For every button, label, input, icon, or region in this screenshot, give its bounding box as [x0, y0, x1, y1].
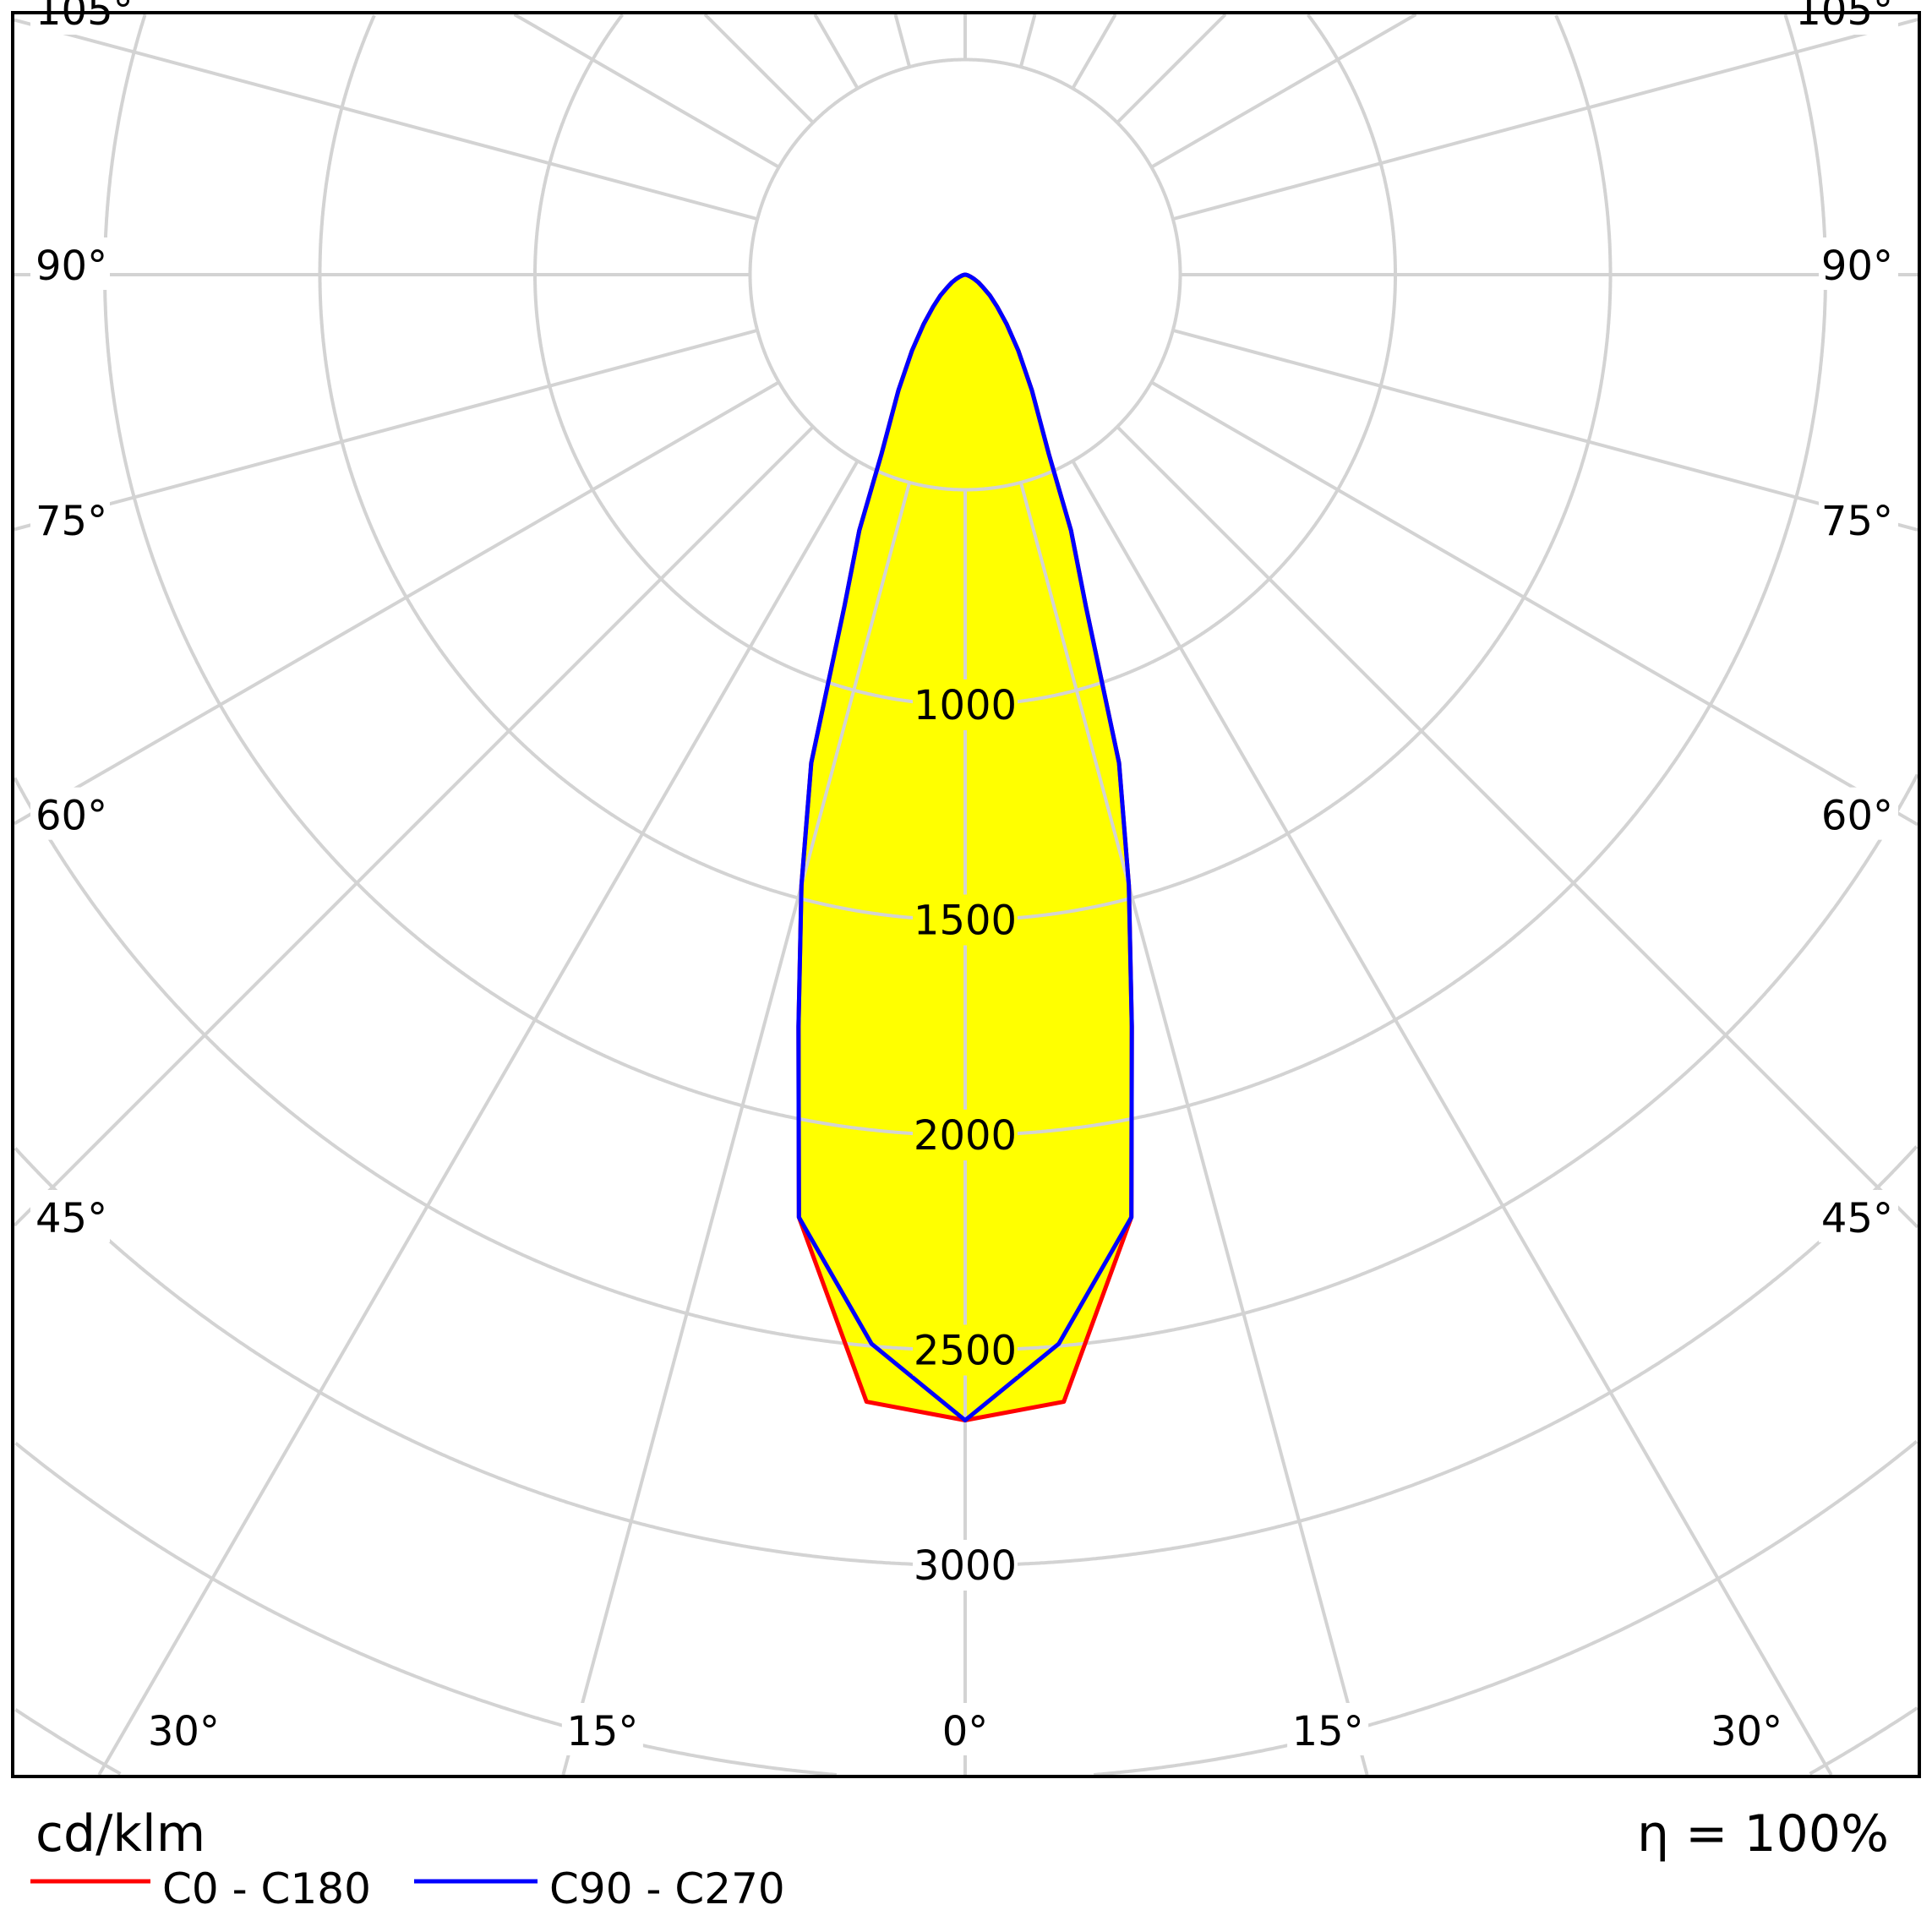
angle-label-bg [143, 1703, 225, 1755]
radial-label-bg [913, 1324, 1018, 1376]
plot-frame [11, 11, 1921, 1778]
angle-label-bottom--15: 15° [566, 1708, 638, 1755]
angle-label-bg [30, 0, 134, 35]
angle-label-bg [1819, 1190, 1898, 1242]
angle-label-bottom-0: 0° [942, 1708, 989, 1755]
grid-radial-165 [1018, 14, 1037, 68]
grid-radial-120 [1150, 13, 1417, 169]
grid-radial-195 [893, 14, 912, 68]
angle-label-bg [1819, 492, 1898, 545]
angle-label-right-75: 75° [1821, 498, 1893, 545]
radial-tick-label-2500: 2500 [914, 1328, 1017, 1375]
grid-radial-300 [14, 380, 780, 826]
legend-label-c0-c180: C0 - C180 [162, 1864, 371, 1913]
grid-ring-4000 [14, 1706, 1918, 1776]
grid-radial-210 [813, 14, 860, 90]
angle-label-bg [1287, 1703, 1369, 1755]
angle-label-left-90: 90° [35, 243, 107, 290]
grid-ring-1000 [533, 13, 1397, 707]
grid-ring-3000 [14, 1145, 1918, 1567]
angle-label-bg [30, 237, 110, 290]
angle-label-bg [30, 1190, 110, 1242]
grid-radial-225 [703, 13, 815, 124]
grid-ring-1500 [318, 14, 1613, 922]
radial-label-bg [913, 1540, 1018, 1591]
angle-label-left-45: 45° [35, 1195, 107, 1242]
radial-label-bg [913, 894, 1018, 946]
radial-tick-label-1500: 1500 [914, 898, 1017, 945]
unit-label: cd/klm [35, 1804, 205, 1864]
grid-radial-345 [561, 482, 912, 1776]
radial-tick-label-2000: 2000 [914, 1112, 1017, 1160]
grid-radial-135 [1116, 13, 1227, 124]
angle-label-bg [925, 1703, 1006, 1755]
angle-label-bg [561, 1703, 643, 1755]
grid-radial-60 [1150, 380, 1919, 827]
angle-label-right-105: 105° [1795, 0, 1893, 35]
angle-label-bottom-30: 30° [1711, 1708, 1782, 1755]
angle-label-right-90: 90° [1821, 243, 1893, 290]
angle-label-bg [1795, 0, 1898, 35]
grid-radial-315 [13, 425, 815, 1227]
grid-radial-105 [1172, 18, 1918, 221]
grid-radial-255 [14, 18, 758, 221]
grid-radial-150 [1071, 14, 1117, 90]
angle-label-bottom-15: 15° [1292, 1708, 1364, 1755]
angle-label-bg [1819, 237, 1898, 290]
grid-radial-330 [97, 460, 860, 1776]
angle-label-left-75: 75° [35, 498, 107, 545]
grid-radial-240 [513, 13, 780, 169]
radial-label-bg [913, 679, 1018, 730]
angle-label-left-105: 105° [35, 0, 134, 35]
series-line-c90-c270 [796, 272, 1134, 1422]
grid-radial-75 [1172, 328, 1918, 532]
angle-label-right-45: 45° [1821, 1195, 1893, 1242]
grid-radial-15 [1018, 482, 1369, 1776]
angle-label-left-60: 60° [35, 793, 107, 840]
radial-tick-label-3000: 3000 [914, 1542, 1017, 1590]
grid-ring-3500 [14, 1440, 1918, 1776]
angle-label-bg [30, 492, 110, 545]
efficiency-label: η = 100% [1637, 1804, 1889, 1864]
grid-radial-285 [14, 328, 758, 532]
angle-label-bg [1819, 787, 1898, 840]
grid-radial-45 [1116, 425, 1919, 1229]
angle-label-bottom--30: 30° [148, 1708, 220, 1755]
radial-label-bg [913, 1110, 1018, 1160]
angle-label-right-60: 60° [1821, 793, 1893, 840]
grid-radial-30 [1071, 460, 1833, 1776]
angle-label-bg [1706, 1703, 1787, 1755]
grid-ring-2500 [13, 773, 1919, 1352]
legend-label-c90-c270: C90 - C270 [549, 1864, 785, 1913]
angle-label-bg [30, 787, 110, 840]
radial-tick-label-1000: 1000 [914, 682, 1017, 729]
